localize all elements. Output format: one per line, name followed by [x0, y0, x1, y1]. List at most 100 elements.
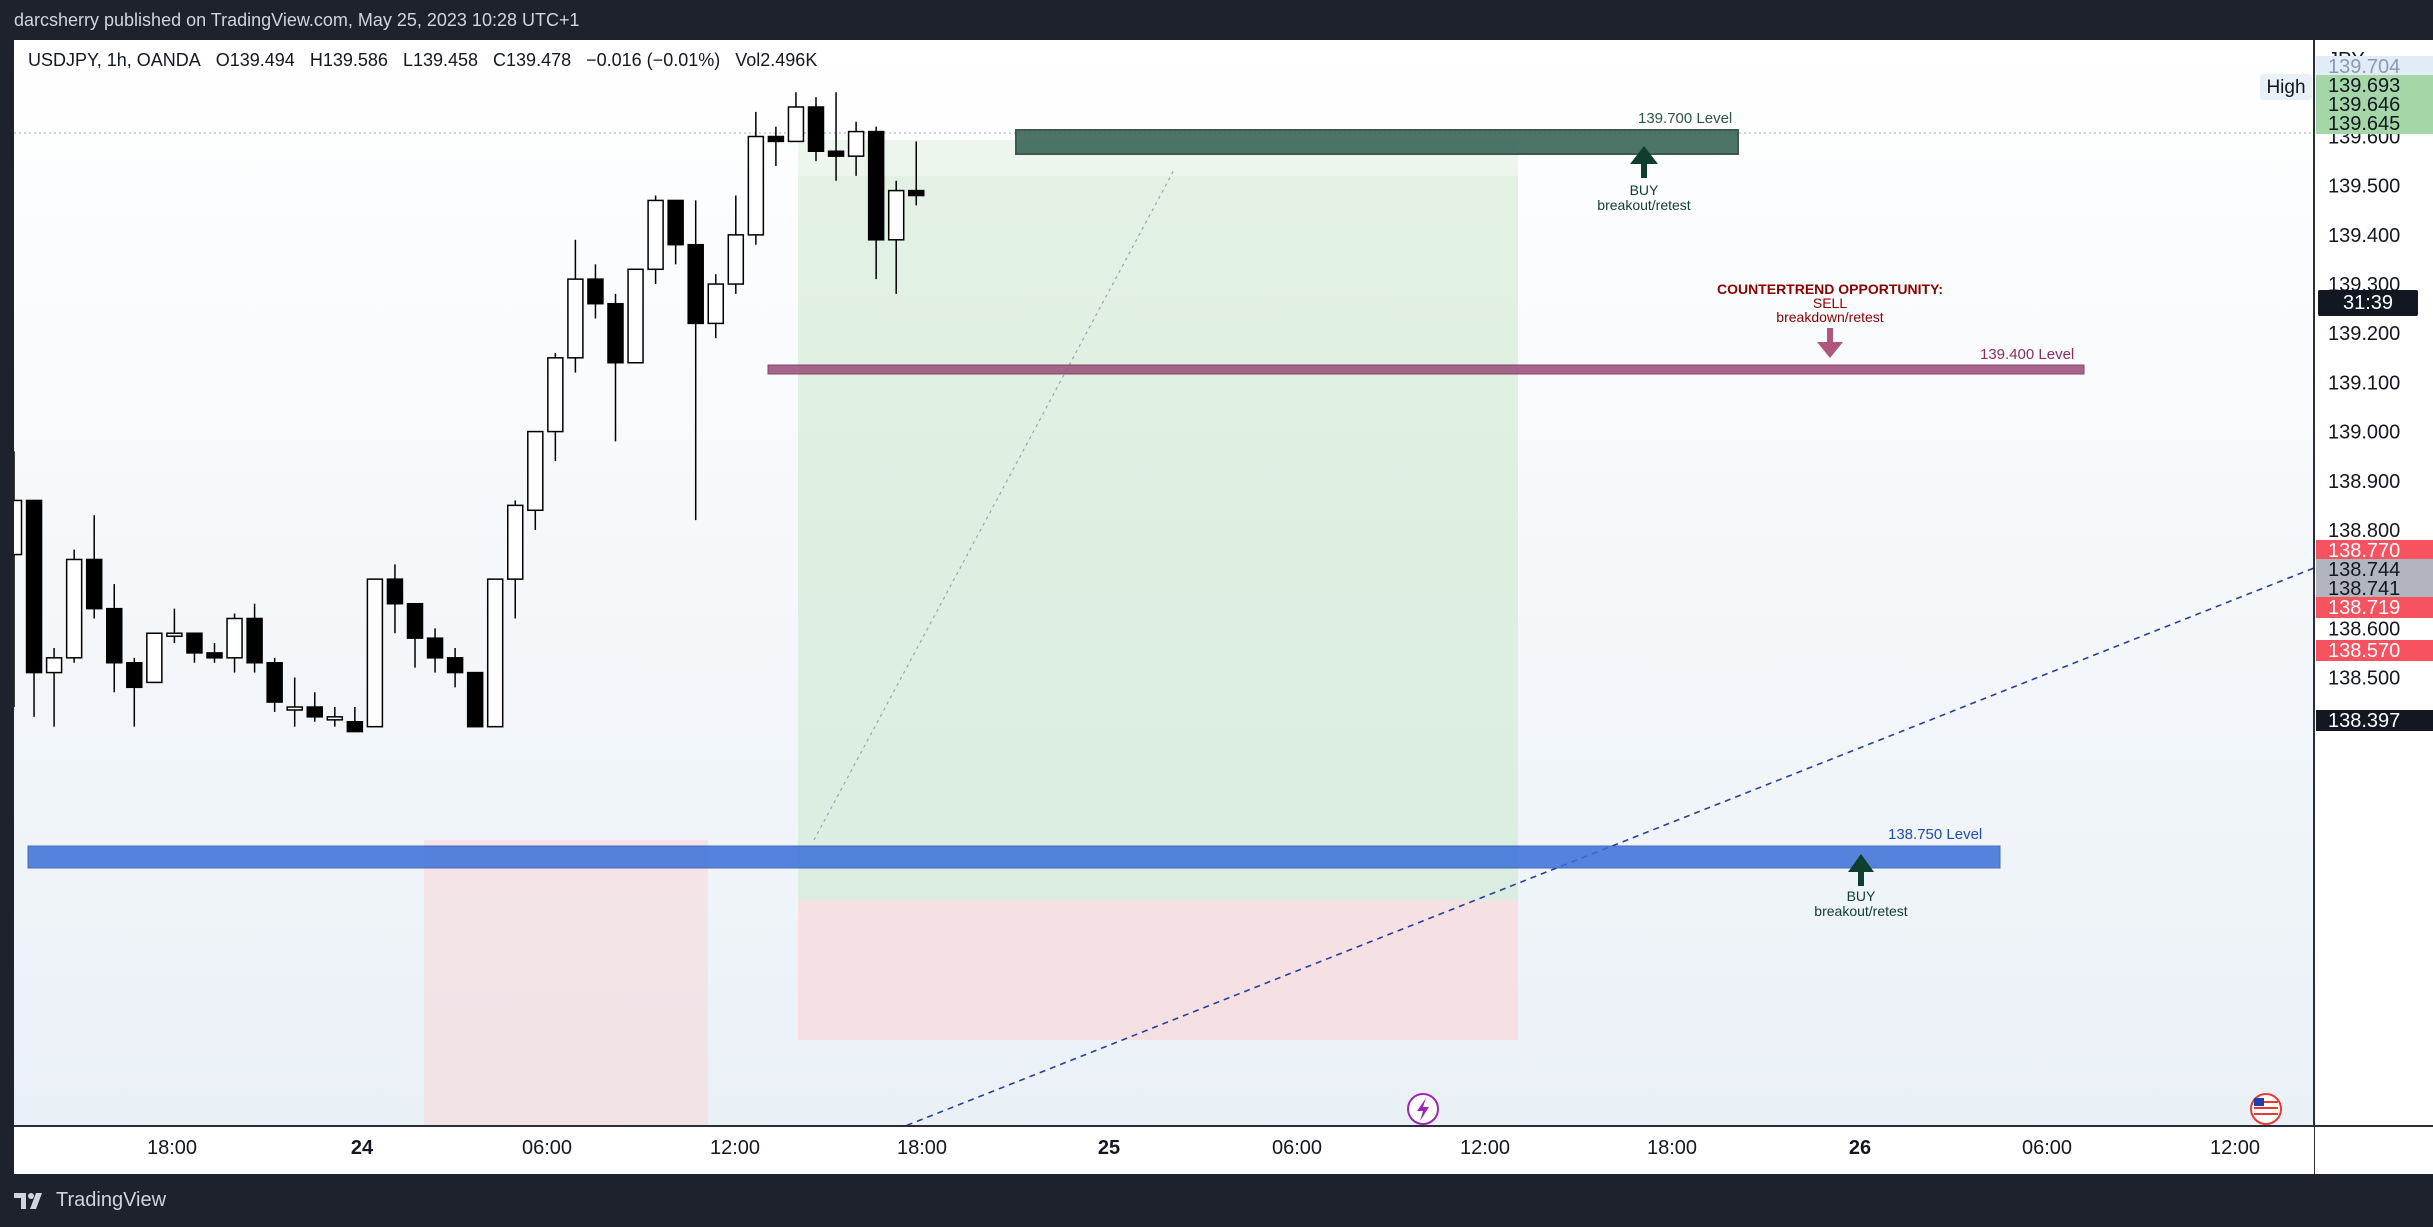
candle[interactable]: [466, 671, 484, 728]
level-zone-top[interactable]: [1015, 129, 1739, 155]
candle[interactable]: [106, 584, 123, 693]
candle[interactable]: [486, 578, 504, 728]
candle-body: [246, 617, 263, 664]
candle[interactable]: [166, 608, 183, 644]
candle[interactable]: [767, 126, 785, 167]
candle-body: [867, 130, 885, 241]
candle-body: [547, 357, 564, 433]
candle[interactable]: [847, 121, 865, 176]
candle-body: [25, 499, 43, 674]
candle-body: [627, 268, 644, 364]
sell-arrow-icon: [1817, 328, 1843, 358]
candle[interactable]: [226, 613, 243, 673]
candle[interactable]: [25, 499, 43, 717]
price-tag: [2316, 56, 2433, 77]
candle-body: [887, 189, 905, 241]
buy-low-label: BUY: [1847, 888, 1876, 904]
candle-body: [527, 430, 544, 512]
candle[interactable]: [867, 126, 885, 280]
x-tick-label: 12:00: [1460, 1137, 1510, 1159]
price-tag-label: 138.719: [2328, 597, 2400, 619]
candle[interactable]: [547, 352, 564, 462]
candle[interactable]: [446, 647, 464, 688]
profit-zone: [798, 140, 1518, 900]
countertrend-label: COUNTERTREND OPPORTUNITY:: [1717, 281, 1943, 297]
candle-body: [727, 234, 745, 285]
y-tick-label: 139.000: [2328, 422, 2400, 444]
price-tag: [2316, 710, 2433, 731]
candle[interactable]: [386, 564, 404, 634]
buy-top-sublabel: breakout/retest: [1597, 197, 1690, 213]
candle[interactable]: [366, 578, 384, 728]
candle[interactable]: [246, 603, 263, 673]
legend-close: C139.478: [493, 50, 572, 70]
candle-body: [607, 302, 624, 364]
candle-body: [747, 135, 765, 236]
candle[interactable]: [286, 677, 303, 727]
candle[interactable]: [727, 195, 745, 294]
candle-body: [807, 106, 825, 153]
candle[interactable]: [747, 111, 765, 245]
candle[interactable]: [85, 515, 103, 619]
candle[interactable]: [306, 692, 323, 722]
candle[interactable]: [687, 200, 704, 521]
countertrend-sublabel: breakdown/retest: [1776, 309, 1884, 325]
candle[interactable]: [186, 632, 203, 663]
candle[interactable]: [587, 264, 604, 319]
price-tag: [2316, 597, 2433, 618]
price-tags: 139.704139.693139.646139.645138.770138.7…: [2316, 56, 2433, 732]
level-zone-low[interactable]: [27, 845, 2001, 869]
chart-frame[interactable]: 139.700 Level 139.400 Level 138.750 Leve…: [14, 40, 2433, 1174]
candle-body: [85, 558, 103, 610]
ohlc-legend: USDJPY, 1h, OANDA O139.494 H139.586 L139…: [28, 50, 827, 71]
candle[interactable]: [65, 549, 83, 663]
time-axis-panel[interactable]: [14, 1126, 2314, 1174]
level-zone-mid[interactable]: [767, 364, 2085, 375]
candle[interactable]: [346, 707, 364, 733]
candle[interactable]: [667, 199, 684, 265]
legend-high: H139.586: [309, 50, 388, 70]
legend-symbol[interactable]: USDJPY, 1h, OANDA: [28, 50, 201, 70]
candle[interactable]: [426, 628, 444, 673]
candle[interactable]: [146, 632, 163, 684]
candle[interactable]: [206, 643, 223, 663]
candle[interactable]: [807, 97, 825, 162]
x-tick-label: 18:00: [147, 1137, 197, 1159]
candle[interactable]: [787, 92, 805, 143]
countertrend-sell: SELL: [1813, 295, 1847, 311]
candle[interactable]: [627, 268, 644, 364]
candle[interactable]: [14, 451, 23, 708]
x-tick-label: 12:00: [2210, 1137, 2260, 1159]
footer-brand[interactable]: TradingView: [56, 1189, 167, 1211]
x-tick-label: 06:00: [1272, 1137, 1322, 1159]
candle-body: [767, 135, 785, 143]
candle-body: [687, 243, 704, 325]
trend-line-faint: [813, 169, 1175, 841]
candle[interactable]: [827, 92, 845, 181]
candle-body: [847, 130, 865, 157]
candle-body: [286, 706, 303, 711]
price-tag-label: 139.693: [2328, 75, 2400, 97]
price-tag-label: 138.744: [2328, 559, 2400, 581]
candle[interactable]: [647, 195, 664, 285]
timer-badge: [2318, 290, 2418, 316]
candle[interactable]: [527, 430, 544, 530]
candle[interactable]: [908, 141, 925, 206]
candle-body: [486, 578, 504, 728]
candle[interactable]: [45, 647, 63, 727]
tradingview-logo-icon[interactable]: [14, 1191, 48, 1211]
chart-canvas[interactable]: 139.700 Level 139.400 Level 138.750 Leve…: [14, 40, 2433, 1174]
candle[interactable]: [887, 180, 905, 294]
price-tag-label: 139.646: [2328, 94, 2400, 116]
candle[interactable]: [326, 707, 344, 727]
candle[interactable]: [266, 657, 283, 712]
candle[interactable]: [567, 239, 584, 373]
candle-body: [106, 607, 123, 664]
price-tag: [2316, 640, 2433, 661]
candle[interactable]: [607, 293, 624, 442]
y-tick-label: 138.600: [2328, 618, 2400, 640]
candle[interactable]: [707, 274, 724, 339]
candle[interactable]: [406, 602, 424, 668]
candle[interactable]: [126, 657, 143, 727]
candle[interactable]: [507, 500, 524, 619]
